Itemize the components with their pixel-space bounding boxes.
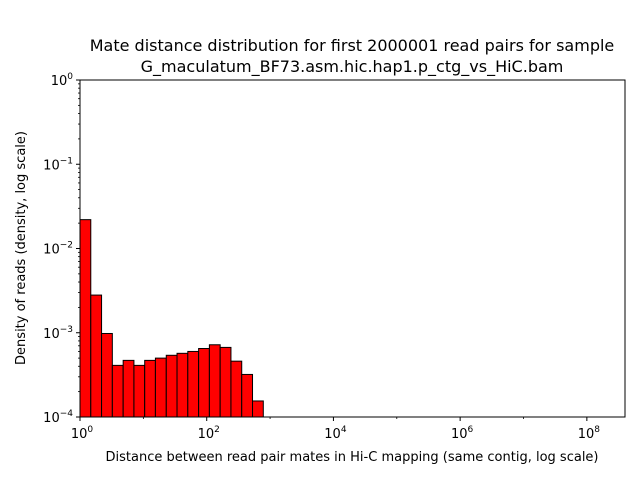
- x-tick-label-0: 100: [71, 425, 94, 442]
- x-tick-label-4: 108: [578, 425, 601, 442]
- y-axis-ticks: 10−4 10−3 10−2 10−1 100: [43, 72, 80, 426]
- histogram-bar-0: [79, 219, 92, 418]
- histogram-bar-2: [101, 332, 113, 418]
- plot-frame: [79, 79, 626, 418]
- y-tick-label-0: 10−4: [43, 409, 73, 426]
- x-axis-ticks: 100 102 104 106 108: [71, 417, 600, 442]
- histogram-bar-13: [219, 346, 232, 418]
- y-axis-label: Density of reads (density, log scale): [14, 131, 29, 365]
- histogram-bar-3: [111, 364, 124, 418]
- y-tick-label-4: 100: [51, 72, 74, 89]
- x-tick-label-3: 106: [451, 425, 474, 442]
- x-tick-label-2: 104: [324, 425, 347, 442]
- histogram-bar-8: [165, 354, 178, 418]
- x-tick-label-1: 102: [198, 425, 220, 442]
- histogram-bar-14: [230, 360, 243, 418]
- chart-title-line2: G_maculatum_BF73.asm.hic.hap1.p_ctg_vs_H…: [141, 57, 564, 77]
- y-tick-label-3: 10−1: [43, 156, 73, 173]
- histogram-bar-16: [252, 400, 264, 418]
- histogram-bar-7: [154, 357, 167, 418]
- histogram-bar-6: [144, 359, 156, 418]
- histogram-bar-11: [198, 348, 210, 418]
- histogram-bars: [79, 219, 264, 418]
- y-tick-label-2: 10−2: [43, 241, 73, 258]
- chart-title-line1: Mate distance distribution for first 200…: [90, 36, 615, 55]
- y-tick-label-1: 10−3: [43, 325, 73, 342]
- histogram-bar-10: [187, 350, 200, 418]
- histogram-bar-9: [176, 352, 189, 418]
- histogram-bar-15: [241, 373, 254, 418]
- histogram-bar-5: [133, 364, 146, 418]
- x-axis-label: Distance between read pair mates in Hi-C…: [106, 450, 599, 465]
- histogram-bar-4: [122, 359, 135, 418]
- histogram-bar-1: [90, 294, 103, 418]
- histogram-bar-12: [208, 344, 221, 418]
